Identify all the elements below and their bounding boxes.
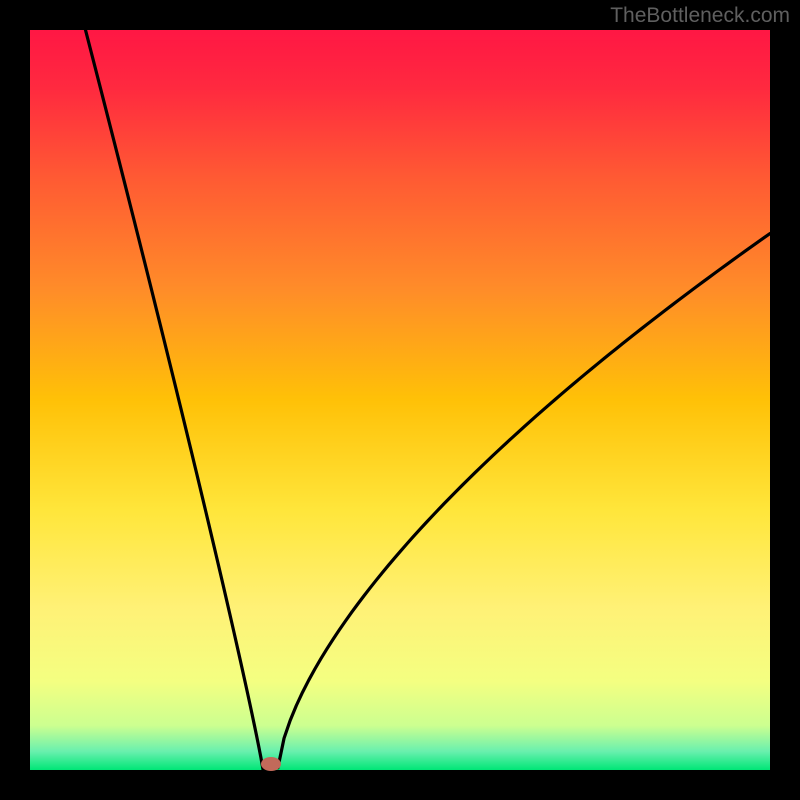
bottleneck-curve xyxy=(30,30,770,770)
optimal-point-marker xyxy=(261,757,281,771)
plot-area xyxy=(30,30,770,770)
watermark-text: TheBottleneck.com xyxy=(610,4,790,28)
